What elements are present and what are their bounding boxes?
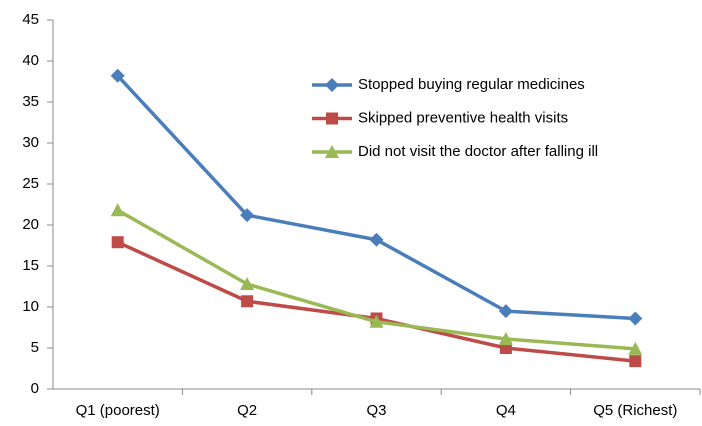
y-tick-label: 30 [22,134,39,151]
x-tick-label: Q3 [366,402,386,419]
marker [110,68,125,83]
legend-label: Did not visit the doctor after falling i… [358,143,598,160]
marker [499,342,512,354]
x-tick-label: Q4 [496,402,516,419]
marker [628,311,643,326]
marker [369,314,384,328]
x-tick-label: Q1 (poorest) [76,402,160,419]
marker [241,295,254,308]
marker [110,203,125,217]
legend-label: Skipped preventive health visits [358,109,568,126]
marker [325,78,339,92]
y-tick-label: 20 [22,216,39,233]
y-tick-label: 35 [22,93,39,110]
y-tick-label: 40 [22,52,39,69]
marker [498,304,513,319]
y-tick-label: 5 [31,339,39,356]
legend-label: Stopped buying regular medicines [358,76,585,93]
marker [240,208,255,223]
marker [325,145,339,158]
marker [326,112,338,125]
x-tick-label: Q5 (Richest) [593,402,677,419]
marker [369,232,384,247]
y-tick-label: 45 [22,11,39,28]
marker [498,331,513,345]
x-tick-label: Q2 [237,402,257,419]
marker [628,341,643,355]
marker [629,355,642,368]
y-tick-label: 15 [22,257,39,274]
marker [240,277,255,291]
y-tick-label: 0 [31,380,39,397]
marker [111,236,124,249]
y-tick-label: 10 [22,298,39,315]
y-tick-label: 25 [22,175,39,192]
